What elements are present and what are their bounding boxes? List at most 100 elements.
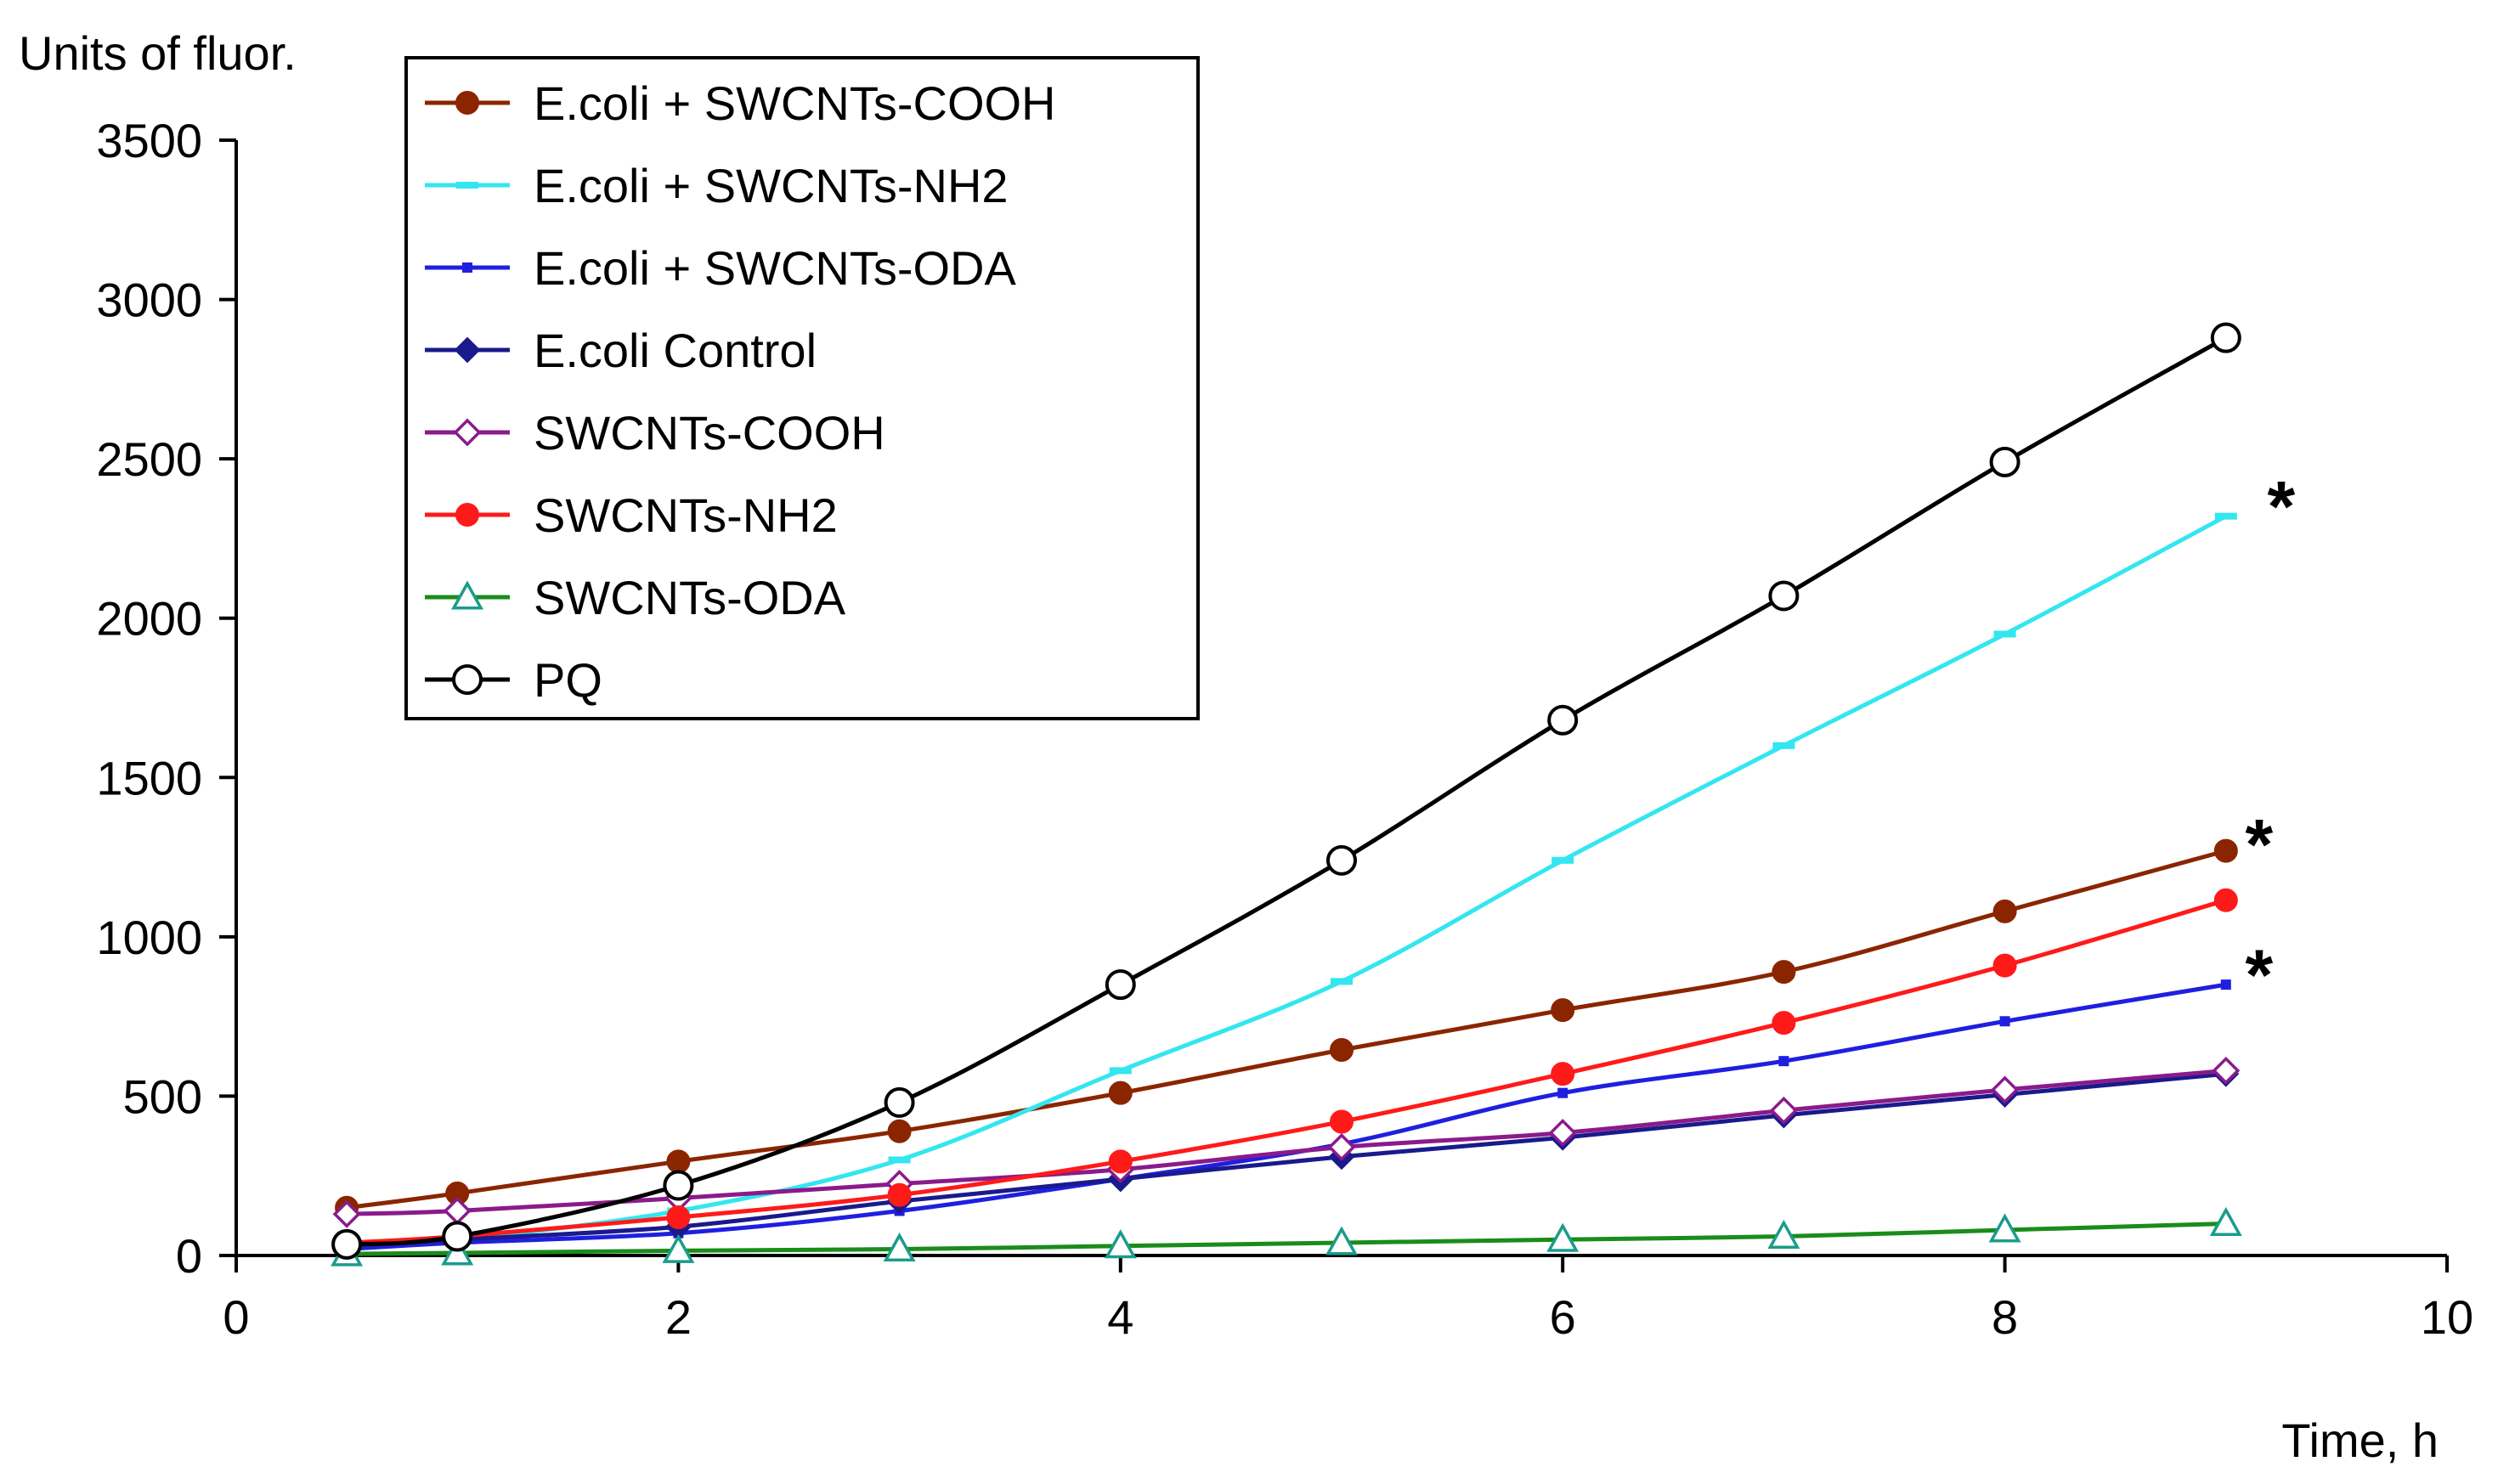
y-tick-label-2: 1000 bbox=[96, 911, 202, 964]
x-tick-label-4: 8 bbox=[1992, 1290, 2018, 1344]
point-e-coli-swcnts-nh2-9 bbox=[2214, 512, 2237, 520]
legend-entry-e-coli-swcnts-nh2: E.coli + SWCNTs-NH2 bbox=[425, 159, 1009, 212]
y-tick-label-0: 0 bbox=[176, 1229, 202, 1283]
point-e-coli-swcnts-nh2-3 bbox=[888, 1156, 911, 1164]
point-swcnts-cooh-9 bbox=[2212, 1056, 2241, 1085]
point-swcnts-oda-2 bbox=[662, 1233, 695, 1263]
point-swcnts-oda-5 bbox=[1325, 1226, 1358, 1255]
point-e-coli-swcnts-cooh-7 bbox=[1772, 960, 1796, 985]
point-swcnts-nh2-8 bbox=[1992, 953, 2017, 978]
point-pq-5 bbox=[1326, 844, 1357, 876]
series-line-swcnts-nh2 bbox=[346, 898, 2227, 1245]
point-swcnts-nh2-7 bbox=[1772, 1011, 1796, 1035]
y-tick-label-6: 3000 bbox=[96, 274, 202, 327]
point-swcnts-oda-6 bbox=[1546, 1222, 1580, 1252]
x-tick-label-0: 0 bbox=[223, 1290, 249, 1344]
legend-marker-3 bbox=[454, 336, 481, 364]
significance-marker-1: * bbox=[2245, 804, 2273, 884]
point-e-coli-swcnts-oda-6 bbox=[1557, 1087, 1568, 1098]
legend-entry-swcnts-nh2: SWCNTs-NH2 bbox=[425, 488, 838, 542]
point-e-coli-swcnts-oda-7 bbox=[1778, 1056, 1789, 1067]
x-tick-label-1: 2 bbox=[665, 1290, 692, 1344]
point-e-coli-swcnts-oda-9 bbox=[2220, 979, 2231, 990]
point-pq-7 bbox=[1768, 580, 1800, 612]
point-swcnts-oda-9 bbox=[2209, 1206, 2242, 1237]
point-e-coli-swcnts-cooh-6 bbox=[1551, 998, 1575, 1023]
legend-box bbox=[404, 56, 1200, 720]
legend-entry-e-coli-swcnts-oda: E.coli + SWCNTs-ODA bbox=[425, 241, 1016, 295]
point-swcnts-cooh-6 bbox=[1548, 1119, 1577, 1148]
legend-label-2: E.coli + SWCNTs-ODA bbox=[534, 241, 1016, 295]
legend-marker-2 bbox=[462, 262, 472, 273]
series-line-e-coli-swcnts-oda bbox=[346, 982, 2227, 1251]
point-e-coli-swcnts-cooh-9 bbox=[2213, 838, 2238, 863]
point-swcnts-nh2-3 bbox=[887, 1182, 912, 1207]
legend-marker-0 bbox=[455, 91, 479, 115]
significance-marker-0: * bbox=[2267, 466, 2295, 546]
point-e-coli-swcnts-cooh-2 bbox=[666, 1149, 691, 1174]
legend-entry-swcnts-oda: SWCNTs-ODA bbox=[425, 571, 846, 624]
x-tick-label-5: 10 bbox=[2421, 1290, 2473, 1344]
point-e-coli-swcnts-cooh-8 bbox=[1992, 899, 2017, 923]
point-swcnts-nh2-5 bbox=[1330, 1109, 1354, 1134]
series-line-pq bbox=[346, 336, 2228, 1247]
point-pq-3 bbox=[884, 1086, 915, 1118]
legend-marker-7 bbox=[452, 664, 483, 695]
point-e-coli-swcnts-cooh-5 bbox=[1330, 1038, 1354, 1063]
point-swcnts-cooh-0 bbox=[332, 1199, 361, 1228]
x-axis-title: Time, h bbox=[2281, 1413, 2439, 1467]
point-pq-4 bbox=[1105, 969, 1136, 1001]
point-swcnts-oda-3 bbox=[883, 1232, 916, 1262]
legend-label-5: SWCNTs-NH2 bbox=[534, 488, 838, 542]
legend-label-1: E.coli + SWCNTs-NH2 bbox=[534, 159, 1009, 212]
point-swcnts-oda-8 bbox=[1988, 1213, 2021, 1243]
annotation-layer: * * * bbox=[2245, 466, 2295, 1014]
x-tick-label-3: 6 bbox=[1550, 1290, 1576, 1344]
legend-label-4: SWCNTs-COOH bbox=[534, 406, 885, 460]
legend-entry-e-coli-swcnts-cooh: E.coli + SWCNTs-COOH bbox=[425, 76, 1056, 130]
point-swcnts-cooh-5 bbox=[1327, 1132, 1356, 1161]
point-swcnts-cooh-8 bbox=[1991, 1075, 2020, 1104]
point-e-coli-swcnts-nh2-7 bbox=[1772, 742, 1795, 749]
point-e-coli-swcnts-nh2-6 bbox=[1551, 856, 1574, 864]
legend-entry-e-coli-control: E.coli Control bbox=[425, 324, 817, 377]
series-layer bbox=[331, 322, 2242, 1267]
legend-marker-5 bbox=[455, 503, 479, 527]
series-line-e-coli-swcnts-cooh bbox=[346, 849, 2227, 1210]
series-swcnts-oda bbox=[331, 1206, 2242, 1267]
y-axis-title: Units of fluor. bbox=[19, 26, 297, 80]
legend-entry-pq: PQ bbox=[425, 653, 602, 707]
point-swcnts-cooh-7 bbox=[1769, 1096, 1798, 1125]
legend-label-6: SWCNTs-ODA bbox=[534, 571, 846, 624]
point-e-coli-swcnts-nh2-5 bbox=[1331, 978, 1353, 985]
point-e-coli-swcnts-cooh-4 bbox=[1108, 1081, 1133, 1105]
legend-label-3: E.coli Control bbox=[534, 324, 817, 377]
point-pq-9 bbox=[2210, 322, 2241, 353]
point-pq-6 bbox=[1547, 704, 1579, 736]
legend-entry-swcnts-cooh: SWCNTs-COOH bbox=[425, 406, 885, 460]
y-tick-label-5: 2500 bbox=[96, 432, 202, 486]
y-tick-label-4: 2000 bbox=[96, 592, 202, 646]
point-pq-1 bbox=[442, 1221, 473, 1252]
series-line-e-coli-control bbox=[346, 1071, 2227, 1249]
legend-marker-1 bbox=[456, 182, 478, 189]
point-e-coli-swcnts-cooh-3 bbox=[887, 1119, 912, 1143]
point-swcnts-nh2-6 bbox=[1551, 1062, 1575, 1086]
legend-label-0: E.coli + SWCNTs-COOH bbox=[534, 76, 1056, 130]
legend-label-7: PQ bbox=[534, 653, 602, 707]
point-e-coli-swcnts-nh2-4 bbox=[1109, 1067, 1132, 1075]
point-swcnts-oda-7 bbox=[1767, 1219, 1800, 1250]
x-tick-label-2: 4 bbox=[1107, 1290, 1133, 1344]
significance-marker-2: * bbox=[2245, 935, 2273, 1015]
series-line-e-coli-swcnts-nh2 bbox=[346, 514, 2227, 1249]
point-swcnts-nh2-4 bbox=[1108, 1149, 1133, 1174]
legend: E.coli + SWCNTs-COOH E.coli + SWCNTs-NH2 E… bbox=[404, 56, 1200, 720]
point-swcnts-nh2-2 bbox=[666, 1205, 691, 1229]
point-e-coli-swcnts-nh2-8 bbox=[1993, 630, 2016, 638]
y-tick-label-3: 1500 bbox=[96, 751, 202, 804]
point-pq-0 bbox=[331, 1228, 363, 1260]
axes: 0 500 1000 1500 2000 2500 3000 3500 0 2 4 6 8 10 bbox=[96, 114, 2473, 1344]
legend-marker-6 bbox=[451, 580, 483, 610]
